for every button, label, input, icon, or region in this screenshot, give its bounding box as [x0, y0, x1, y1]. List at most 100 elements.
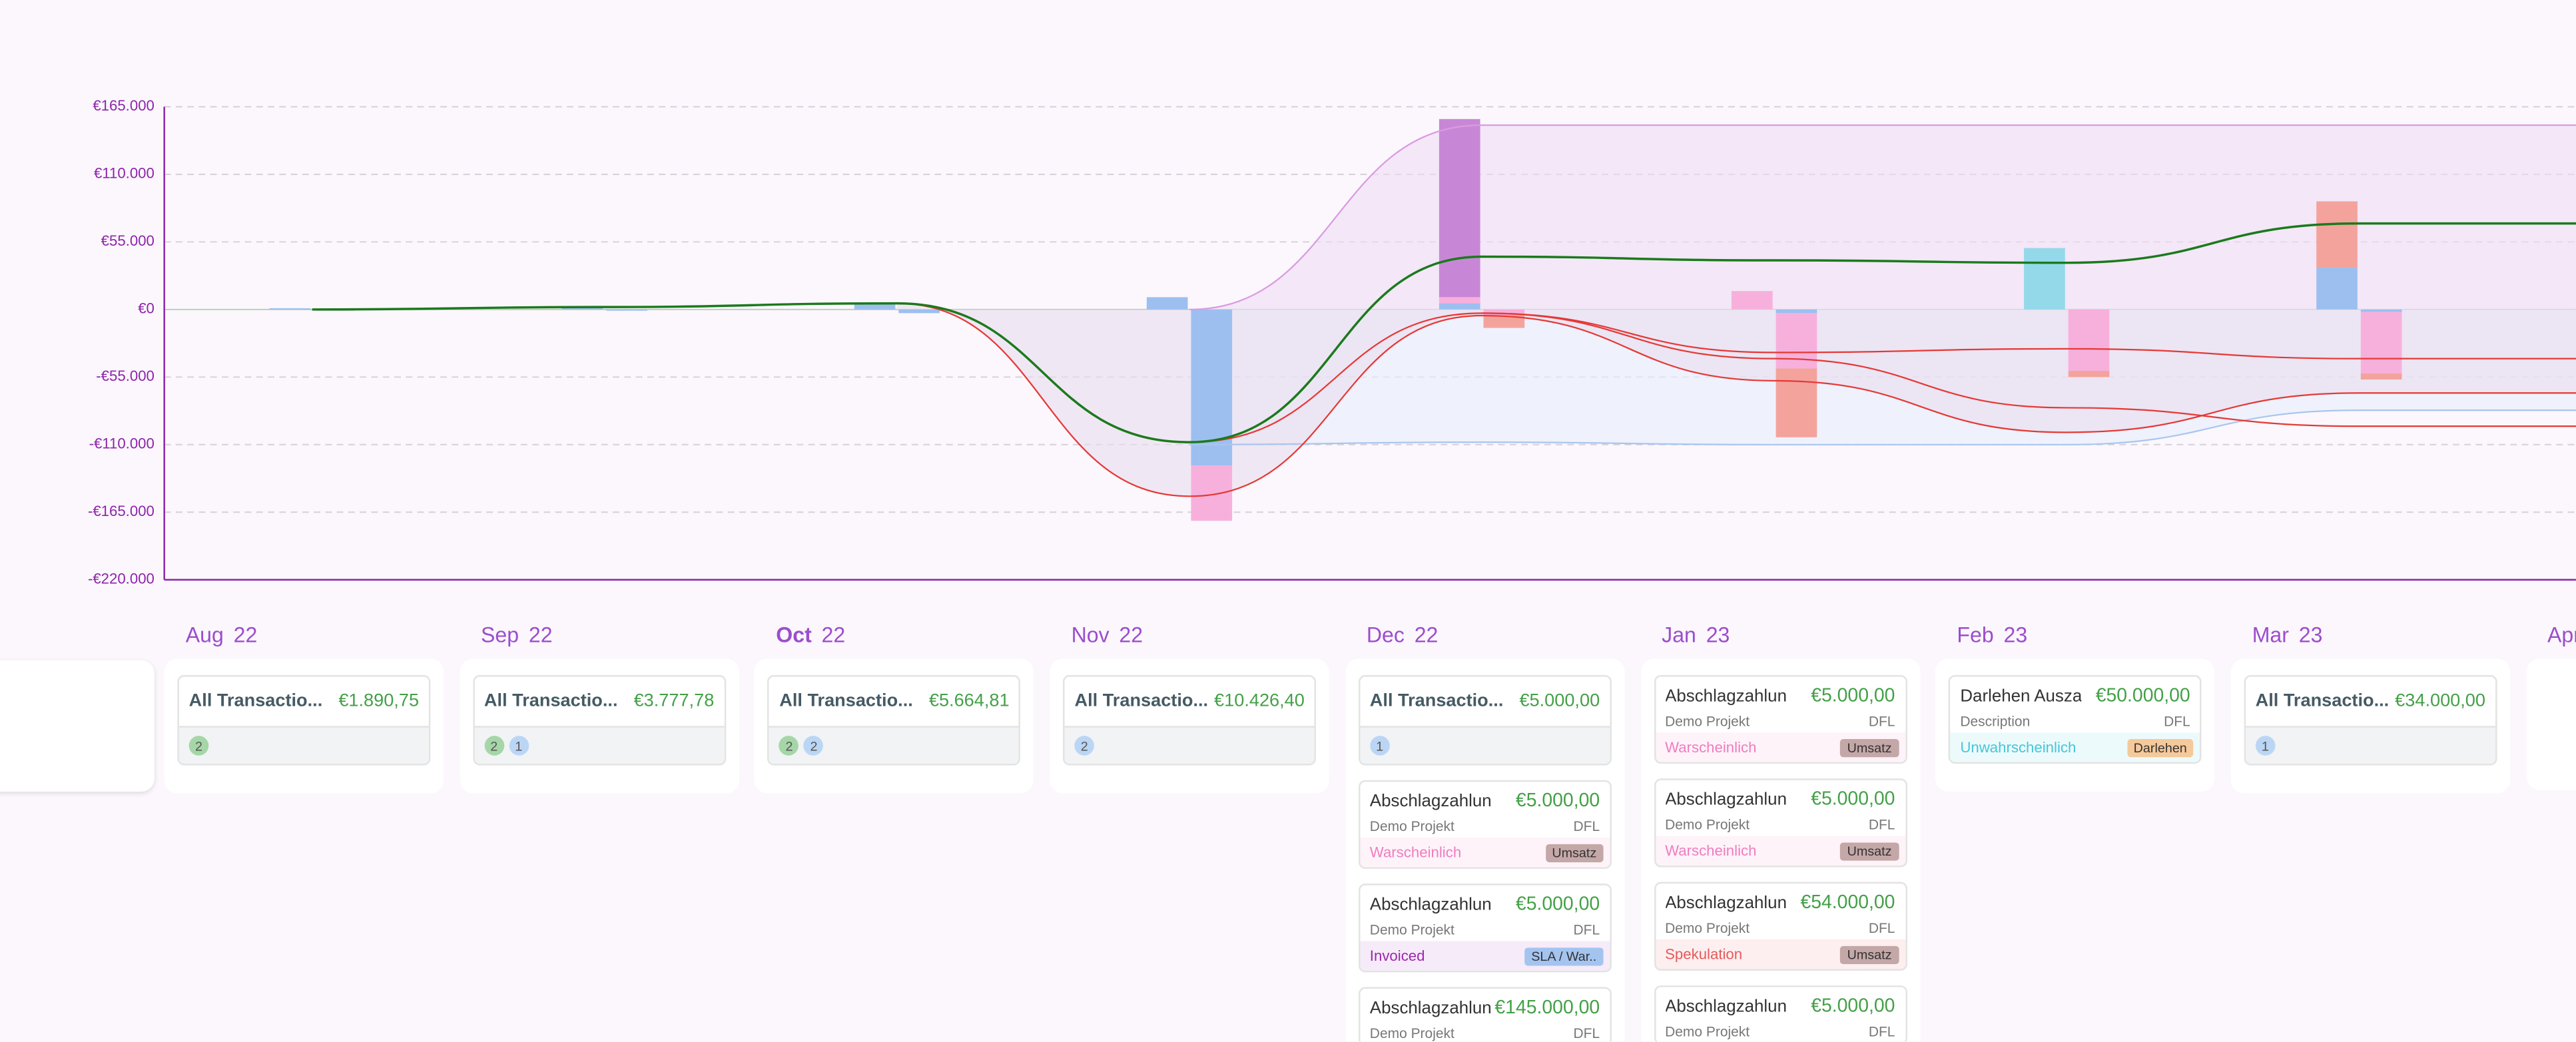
status: Unwahrscheinlich	[1960, 739, 2077, 756]
transaction-card[interactable]: All Transactio... €34.000,00 1	[2244, 674, 2497, 766]
month-header: Feb 23	[1957, 623, 2027, 647]
code: DFL	[1868, 919, 1895, 937]
card-title: Abschlagzahlun	[1665, 790, 1787, 810]
transaction-card[interactable]: All Transactio... €5.664,81 2 2	[767, 674, 1021, 766]
year: 22	[233, 622, 258, 647]
month: Mar	[2252, 622, 2289, 647]
card-amount: €5.000,00	[1515, 895, 1600, 915]
status-row: Spekulation Umsatz	[1655, 939, 1905, 969]
card-header: Abschlagzahlun €145.000,00	[1360, 989, 1610, 1025]
status-row: Unwahrscheinlich Darlehen	[1950, 732, 2200, 762]
project: Demo Projekt	[1665, 816, 1750, 833]
card-amount: €1.890,75	[338, 691, 420, 712]
card-amount: €145.000,00	[1494, 998, 1600, 1019]
line	[1189, 124, 2576, 310]
transaction-card[interactable]: Abschlagzahlun €5.000,00 Demo Projekt DFL Wa…	[1653, 778, 1907, 868]
transaction-card[interactable]: All Transactio... €5.000,00 1	[1358, 674, 1612, 766]
transaction-card[interactable]: Abschlagzahlun €5.000,00 Demo Projekt DFL In…	[1358, 884, 1612, 973]
bar	[2360, 309, 2402, 312]
y-tick-label: €110.000	[94, 165, 155, 182]
project: Demo Projekt	[1369, 818, 1454, 835]
year: 23	[1706, 622, 1730, 647]
year: 23	[2003, 622, 2028, 647]
card-header: All Transactio... €5.000,00	[1360, 676, 1610, 726]
status: Warscheinlich	[1665, 739, 1757, 756]
transaction-card[interactable]: Abschlagzahlun €5.000,00 Demo Projekt DFL Wa…	[1358, 780, 1612, 869]
badge: 2	[779, 736, 799, 756]
month-header: Dec 22	[1367, 623, 1439, 647]
bar	[2316, 201, 2358, 268]
card-amount: €54.000,00	[1800, 893, 1895, 913]
transaction-card[interactable]: Darlehen Ausza €50.000,00 Description DFL Un…	[1949, 674, 2202, 764]
transaction-card[interactable]: Abschlagzahlun €5.000,00 Demo Projekt DFL Wa…	[1653, 674, 1907, 764]
transaction-card[interactable]: All Transactio... €1.890,75 2	[177, 674, 431, 766]
month: Feb	[1957, 622, 1994, 647]
year: 22	[1414, 622, 1439, 647]
tag: Umsatz	[1840, 945, 1899, 963]
code: DFL	[1573, 1025, 1600, 1041]
card-amount: €5.000,00	[1811, 686, 1895, 706]
card-meta: Demo Projekt DFL	[1360, 1025, 1610, 1041]
card-header: Darlehen Ausza €50.000,00	[1951, 676, 2200, 712]
project: Demo Projekt	[1369, 921, 1454, 938]
bar	[1483, 309, 1525, 316]
status: Spekulation	[1665, 945, 1743, 963]
project: Description	[1960, 712, 2031, 730]
card-title: All Transactio...	[1074, 691, 1209, 712]
badge-row: 2	[178, 726, 429, 764]
line	[896, 302, 2576, 497]
month-column: All Transactio... €3.777,78 2 1	[459, 658, 739, 794]
card-meta: Demo Projekt DFL	[1360, 921, 1610, 941]
card-meta: Demo Projekt DFL	[1655, 816, 1905, 836]
line-area	[1189, 125, 2576, 310]
bar	[1439, 297, 1480, 304]
transaction-card[interactable]: Abschlagzahlun €54.000,00 Demo Projekt DFL S…	[1653, 882, 1907, 971]
card-header: Abschlagzahlun €54.000,00	[1655, 884, 1905, 919]
bar	[1775, 368, 1817, 437]
month-column: Abschlagzahlun €5.000,00 Demo Projekt DFL Wa…	[1640, 658, 1920, 1041]
card-header: All Transactio... €34.000,00	[2246, 676, 2495, 726]
project: Demo Projekt	[1665, 919, 1750, 937]
month-column: All Transactio... €1.890,75 2	[164, 658, 444, 794]
card-meta: Demo Projekt DFL	[1655, 1023, 1905, 1041]
card-title: Abschlagzahlun	[1369, 791, 1492, 812]
badge: 2	[804, 736, 824, 756]
line	[312, 222, 2576, 443]
card-meta: Description DFL	[1951, 713, 2200, 733]
month: Oct	[776, 622, 812, 647]
badge: 2	[1074, 736, 1095, 756]
card-title: Abschlagzahlun	[1369, 895, 1492, 915]
code: DFL	[1868, 816, 1895, 833]
card-meta: Demo Projekt DFL	[1655, 713, 1905, 733]
card-title: All Transactio...	[483, 691, 618, 712]
bar	[1191, 465, 1233, 521]
badge-row: 2	[1064, 726, 1315, 764]
line	[1189, 409, 2576, 445]
badge: 1	[2255, 736, 2276, 756]
bar	[1439, 303, 1480, 310]
transaction-card[interactable]: All Transactio... €3.777,78 2 1	[472, 674, 726, 766]
transaction-card[interactable]: All Transactio... €10.426,40 2	[1063, 674, 1317, 766]
code: DFL	[1868, 712, 1895, 730]
month: Apr	[2547, 622, 2576, 647]
card-amount: €50.000,00	[2095, 686, 2190, 706]
month-header: Nov 22	[1072, 623, 1143, 647]
badge-row: 1	[2245, 726, 2495, 764]
transaction-card[interactable]: Abschlagzahlun €5.000,00 Demo Projekt DFL	[1653, 985, 1907, 1041]
month-column: All Transactio... €34.000,00 1	[2230, 658, 2511, 794]
year: 23	[2298, 622, 2323, 647]
card-amount: €5.664,81	[928, 691, 1010, 712]
month-header: Mar 23	[2252, 623, 2323, 647]
card-title: All Transactio...	[2255, 691, 2390, 712]
month-header: Sep 22	[481, 623, 553, 647]
tag: Darlehen	[2126, 738, 2194, 756]
card-title: All Transactio...	[779, 691, 913, 712]
transaction-card[interactable]: Abschlagzahlun €145.000,00 Demo Projekt DFL	[1358, 987, 1612, 1041]
card-header: Abschlagzahlun €5.000,00	[1655, 987, 1905, 1023]
code: DFL	[1573, 818, 1600, 835]
month: Dec	[1366, 622, 1405, 647]
bar	[269, 308, 311, 310]
